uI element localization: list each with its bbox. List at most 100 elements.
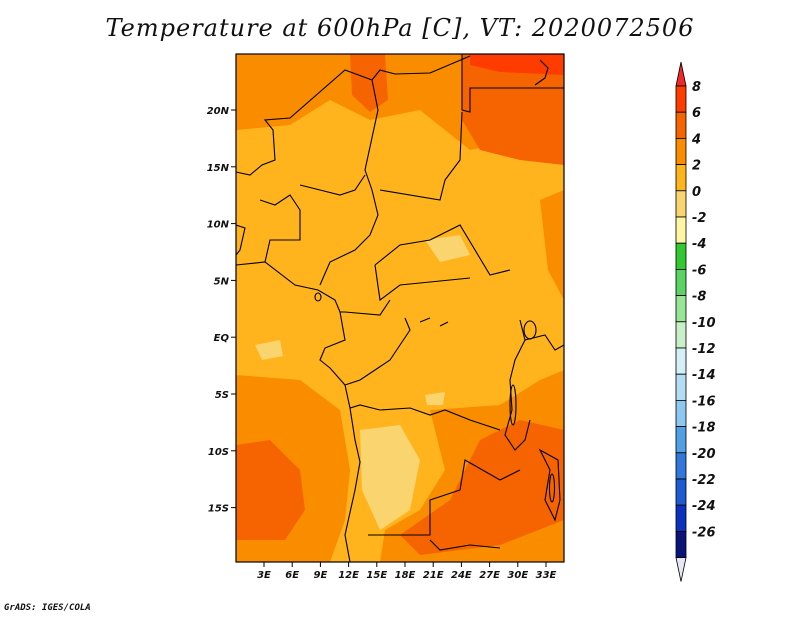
colorbar-swatch bbox=[675, 295, 687, 323]
field-2-4-east bbox=[540, 190, 564, 300]
colorbar-swatch bbox=[675, 190, 687, 218]
lon-tick-label: 3E bbox=[257, 570, 271, 581]
colorbar-label: -6 bbox=[692, 263, 706, 278]
credit-label: GrADS: IGES/COLA bbox=[4, 603, 91, 613]
colorbar-swatch bbox=[675, 426, 687, 454]
lake-tanganyika bbox=[509, 384, 517, 426]
lon-tick-label: 33E bbox=[536, 570, 557, 581]
border-west-africa bbox=[259, 194, 301, 263]
colorbar-swatch bbox=[675, 137, 687, 165]
colorbar-label: 6 bbox=[692, 106, 701, 121]
lat-tick-label: 15S bbox=[208, 504, 229, 515]
lat-tick-label: EQ bbox=[214, 333, 230, 344]
longitude-axis: 3E 6E 9E 12E 15E 18E 21E 24E 27E 30E 33E bbox=[257, 562, 557, 581]
colorbar-swatch bbox=[675, 531, 687, 559]
field-4-6-southeast bbox=[400, 420, 564, 555]
lake-fragments bbox=[419, 317, 449, 327]
colorbar-swatch bbox=[675, 164, 687, 192]
border-sahel-north bbox=[236, 55, 471, 176]
border-far-west bbox=[236, 224, 246, 256]
border-angola-zambia bbox=[368, 459, 521, 536]
colorbar-label: -8 bbox=[692, 290, 706, 305]
border-angola-coast bbox=[344, 407, 361, 562]
lake-victoria bbox=[523, 320, 537, 340]
colorbar-swatch bbox=[675, 478, 687, 506]
chart-title: Temperature at 600hPa [C], VT: 202007250… bbox=[105, 14, 695, 42]
border-congo-drc bbox=[344, 317, 411, 386]
colorbar-label: 4 bbox=[691, 132, 701, 147]
colorbar-swatch bbox=[675, 216, 687, 244]
colorbar-swatch bbox=[675, 504, 687, 532]
field-4-6-northeast bbox=[462, 54, 564, 165]
colorbar-label: -18 bbox=[692, 421, 716, 436]
lat-tick-label: 10N bbox=[207, 220, 230, 231]
field-6-8-northeast bbox=[470, 54, 564, 75]
colorbar-label: 8 bbox=[692, 80, 701, 95]
colorbar-label: 0 bbox=[692, 185, 701, 200]
colorbar-swatch bbox=[675, 399, 687, 427]
border-car-south bbox=[374, 264, 471, 301]
field-minus2-0-angola bbox=[360, 425, 420, 530]
border-zambia-south bbox=[429, 539, 501, 551]
colorbar-swatch bbox=[675, 242, 687, 270]
lon-tick-label: 21E bbox=[423, 570, 444, 581]
colorbar: 8 6 4 2 0 -2 -4 -6 -8 -10 -12 -14 -16 -18 -20 -22 -24 -26 bbox=[675, 61, 716, 582]
colorbar-bottom-arrow bbox=[675, 557, 687, 582]
latitude-axis: 20N 15N 10N 5N EQ 5S 10S 15S bbox=[207, 106, 236, 515]
border-chad-sudan bbox=[379, 111, 463, 201]
colorbar-swatch bbox=[675, 321, 687, 349]
colorbar-swatch bbox=[675, 347, 687, 375]
colorbar-label: -2 bbox=[692, 211, 706, 226]
colorbar-swatch bbox=[675, 111, 687, 139]
lat-tick-label: 5S bbox=[215, 390, 229, 401]
field-2-4-northwest bbox=[236, 54, 300, 110]
temperature-field bbox=[236, 54, 564, 562]
border-east-lakes bbox=[504, 319, 531, 451]
colorbar-swatch bbox=[675, 85, 687, 113]
colorbar-top-arrow bbox=[675, 61, 687, 87]
field-4-6-southwest bbox=[236, 440, 305, 540]
border-egypt-sudan bbox=[461, 54, 564, 113]
colorbar-label: -4 bbox=[692, 237, 706, 252]
border-congo-angola bbox=[319, 311, 501, 431]
border-gulf-coast bbox=[236, 261, 391, 316]
colorbar-label: -14 bbox=[692, 368, 716, 383]
colorbar-label: -10 bbox=[692, 316, 716, 331]
lon-tick-label: 27E bbox=[479, 570, 500, 581]
colorbar-label: -22 bbox=[692, 473, 716, 488]
colorbar-label: -26 bbox=[692, 525, 716, 540]
lon-tick-label: 6E bbox=[285, 570, 299, 581]
lakes bbox=[314, 292, 556, 503]
lat-tick-label: 20N bbox=[207, 106, 230, 117]
lon-tick-label: 30E bbox=[507, 570, 528, 581]
border-malawi bbox=[538, 448, 561, 522]
lake-volta bbox=[314, 292, 322, 302]
border-nigeria-north bbox=[299, 174, 366, 196]
field-minus2-0-gabon bbox=[255, 340, 283, 360]
colorbar-label: -24 bbox=[692, 499, 716, 514]
field-minus2-0-congo bbox=[425, 392, 445, 405]
colorbar-swatch bbox=[675, 452, 687, 480]
lat-tick-label: 10S bbox=[208, 447, 229, 458]
lat-tick-label: 5N bbox=[214, 276, 230, 287]
colorbar-label: -12 bbox=[692, 342, 716, 357]
colorbar-swatch bbox=[675, 373, 687, 401]
country-borders bbox=[236, 54, 564, 562]
field-minus2-0-car bbox=[425, 235, 470, 262]
map-frame bbox=[235, 53, 565, 563]
lake-malawi bbox=[548, 473, 556, 503]
lon-tick-label: 12E bbox=[338, 570, 359, 581]
border-niger-chad bbox=[319, 79, 379, 286]
lon-tick-label: 15E bbox=[366, 570, 387, 581]
colorbar-swatch bbox=[675, 268, 687, 296]
lon-tick-label: 24E bbox=[451, 570, 472, 581]
colorbar-label: 2 bbox=[692, 159, 701, 174]
border-car-north bbox=[374, 224, 511, 276]
field-4-6-north bbox=[350, 54, 388, 112]
lon-tick-label: 18E bbox=[395, 570, 416, 581]
lon-tick-label: 9E bbox=[314, 570, 328, 581]
border-kenya bbox=[524, 334, 564, 351]
lat-tick-label: 15N bbox=[207, 163, 230, 174]
colorbar-label: -20 bbox=[692, 447, 716, 462]
